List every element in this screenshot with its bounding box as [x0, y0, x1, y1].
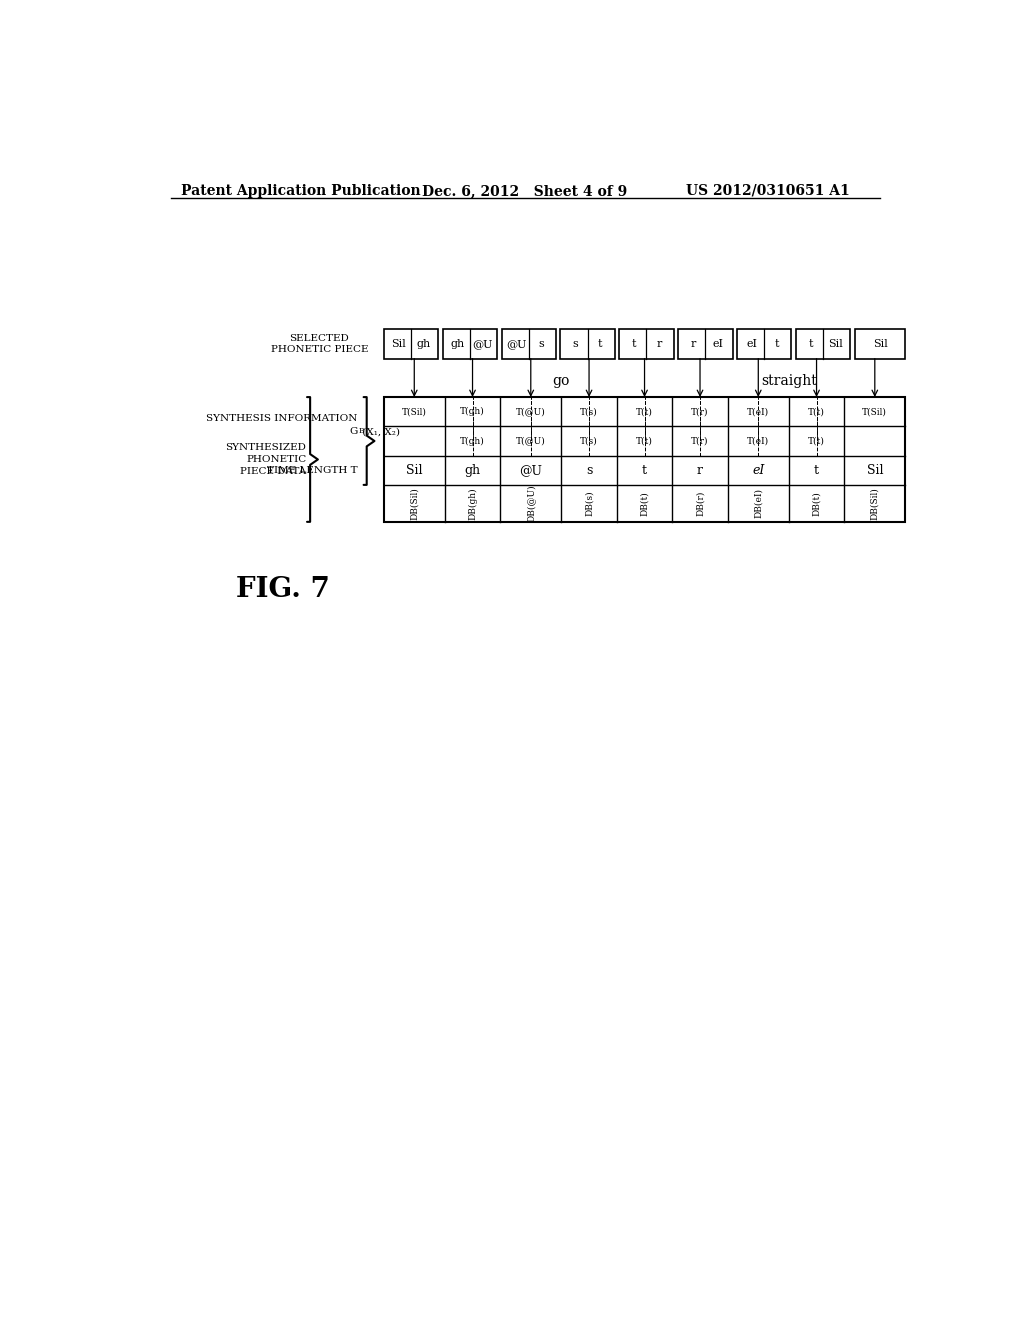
Bar: [502, 330, 556, 359]
Text: T(Sil): T(Sil): [862, 408, 887, 416]
Text: eI: eI: [746, 339, 758, 348]
Text: T(@U): T(@U): [516, 408, 546, 416]
Bar: [442, 330, 497, 359]
Text: DB(Sil): DB(Sil): [870, 487, 880, 520]
Text: T(@U): T(@U): [516, 437, 546, 445]
Text: Sil: Sil: [872, 339, 888, 348]
Text: SELECTED
PHONETIC PIECE: SELECTED PHONETIC PIECE: [270, 334, 369, 354]
Text: Sil: Sil: [828, 339, 843, 348]
Text: T(s): T(s): [581, 408, 598, 416]
Text: DB(eI): DB(eI): [754, 488, 763, 519]
Bar: [678, 330, 732, 359]
Text: t: t: [632, 339, 636, 348]
Bar: [384, 330, 438, 359]
Bar: [384, 397, 905, 521]
Text: Sil: Sil: [407, 463, 423, 477]
Text: SYNTHESIZED: SYNTHESIZED: [225, 442, 306, 451]
Text: r: r: [697, 463, 703, 477]
Text: G: G: [349, 428, 357, 436]
Text: T(t): T(t): [636, 408, 653, 416]
Text: DB(gh): DB(gh): [468, 487, 477, 520]
Text: @U: @U: [519, 463, 543, 477]
Text: DB(t): DB(t): [812, 491, 821, 516]
Text: s: s: [539, 339, 544, 348]
Text: T(eI): T(eI): [748, 408, 769, 416]
Text: gh: gh: [416, 339, 430, 348]
Text: FIG. 7: FIG. 7: [237, 576, 331, 603]
Text: DB(t): DB(t): [640, 491, 649, 516]
Text: eI: eI: [713, 339, 723, 348]
Text: T(r): T(r): [691, 408, 709, 416]
Text: T(Sil): T(Sil): [401, 408, 427, 416]
Text: t: t: [774, 339, 779, 348]
Text: SYNTHESIS INFORMATION: SYNTHESIS INFORMATION: [206, 414, 357, 424]
Text: T(gh): T(gh): [460, 437, 485, 446]
Text: T(t): T(t): [808, 437, 825, 445]
Bar: [796, 330, 850, 359]
Text: TIME LENGTH T: TIME LENGTH T: [267, 466, 357, 475]
Text: gh: gh: [465, 463, 480, 477]
Text: t: t: [808, 339, 813, 348]
Text: T(t): T(t): [808, 408, 825, 416]
Text: r: r: [690, 339, 695, 348]
Text: Patent Application Publication: Patent Application Publication: [180, 183, 420, 198]
Bar: [737, 330, 792, 359]
Text: T(s): T(s): [581, 437, 598, 445]
Text: Dec. 6, 2012   Sheet 4 of 9: Dec. 6, 2012 Sheet 4 of 9: [423, 183, 628, 198]
Text: DB(@U): DB(@U): [526, 484, 536, 523]
Text: PIECE DATA: PIECE DATA: [240, 467, 306, 477]
Text: @U: @U: [506, 339, 526, 348]
Text: s: s: [586, 463, 592, 477]
Text: DB(s): DB(s): [585, 491, 594, 516]
Text: B: B: [358, 426, 365, 434]
Text: s: s: [572, 339, 578, 348]
Bar: [855, 330, 905, 359]
Text: eI: eI: [752, 463, 765, 477]
Text: t: t: [642, 463, 647, 477]
Text: t: t: [598, 339, 602, 348]
Text: (X₁, X₂): (X₁, X₂): [359, 428, 400, 436]
Text: gh: gh: [451, 339, 465, 348]
Text: PHONETIC: PHONETIC: [246, 455, 306, 463]
Text: Sil: Sil: [866, 463, 883, 477]
Bar: [560, 330, 614, 359]
Text: DB(Sil): DB(Sil): [410, 487, 419, 520]
Text: t: t: [814, 463, 819, 477]
Text: T(t): T(t): [636, 437, 653, 445]
Text: r: r: [656, 339, 662, 348]
Text: T(gh): T(gh): [460, 407, 485, 416]
Bar: [620, 330, 674, 359]
Text: US 2012/0310651 A1: US 2012/0310651 A1: [686, 183, 850, 198]
Text: @U: @U: [472, 339, 493, 348]
Text: straight: straight: [761, 374, 817, 388]
Text: T(r): T(r): [691, 437, 709, 445]
Text: go: go: [553, 374, 570, 388]
Text: Sil: Sil: [391, 339, 406, 348]
Text: T(eI): T(eI): [748, 437, 769, 445]
Text: DB(r): DB(r): [695, 491, 705, 516]
